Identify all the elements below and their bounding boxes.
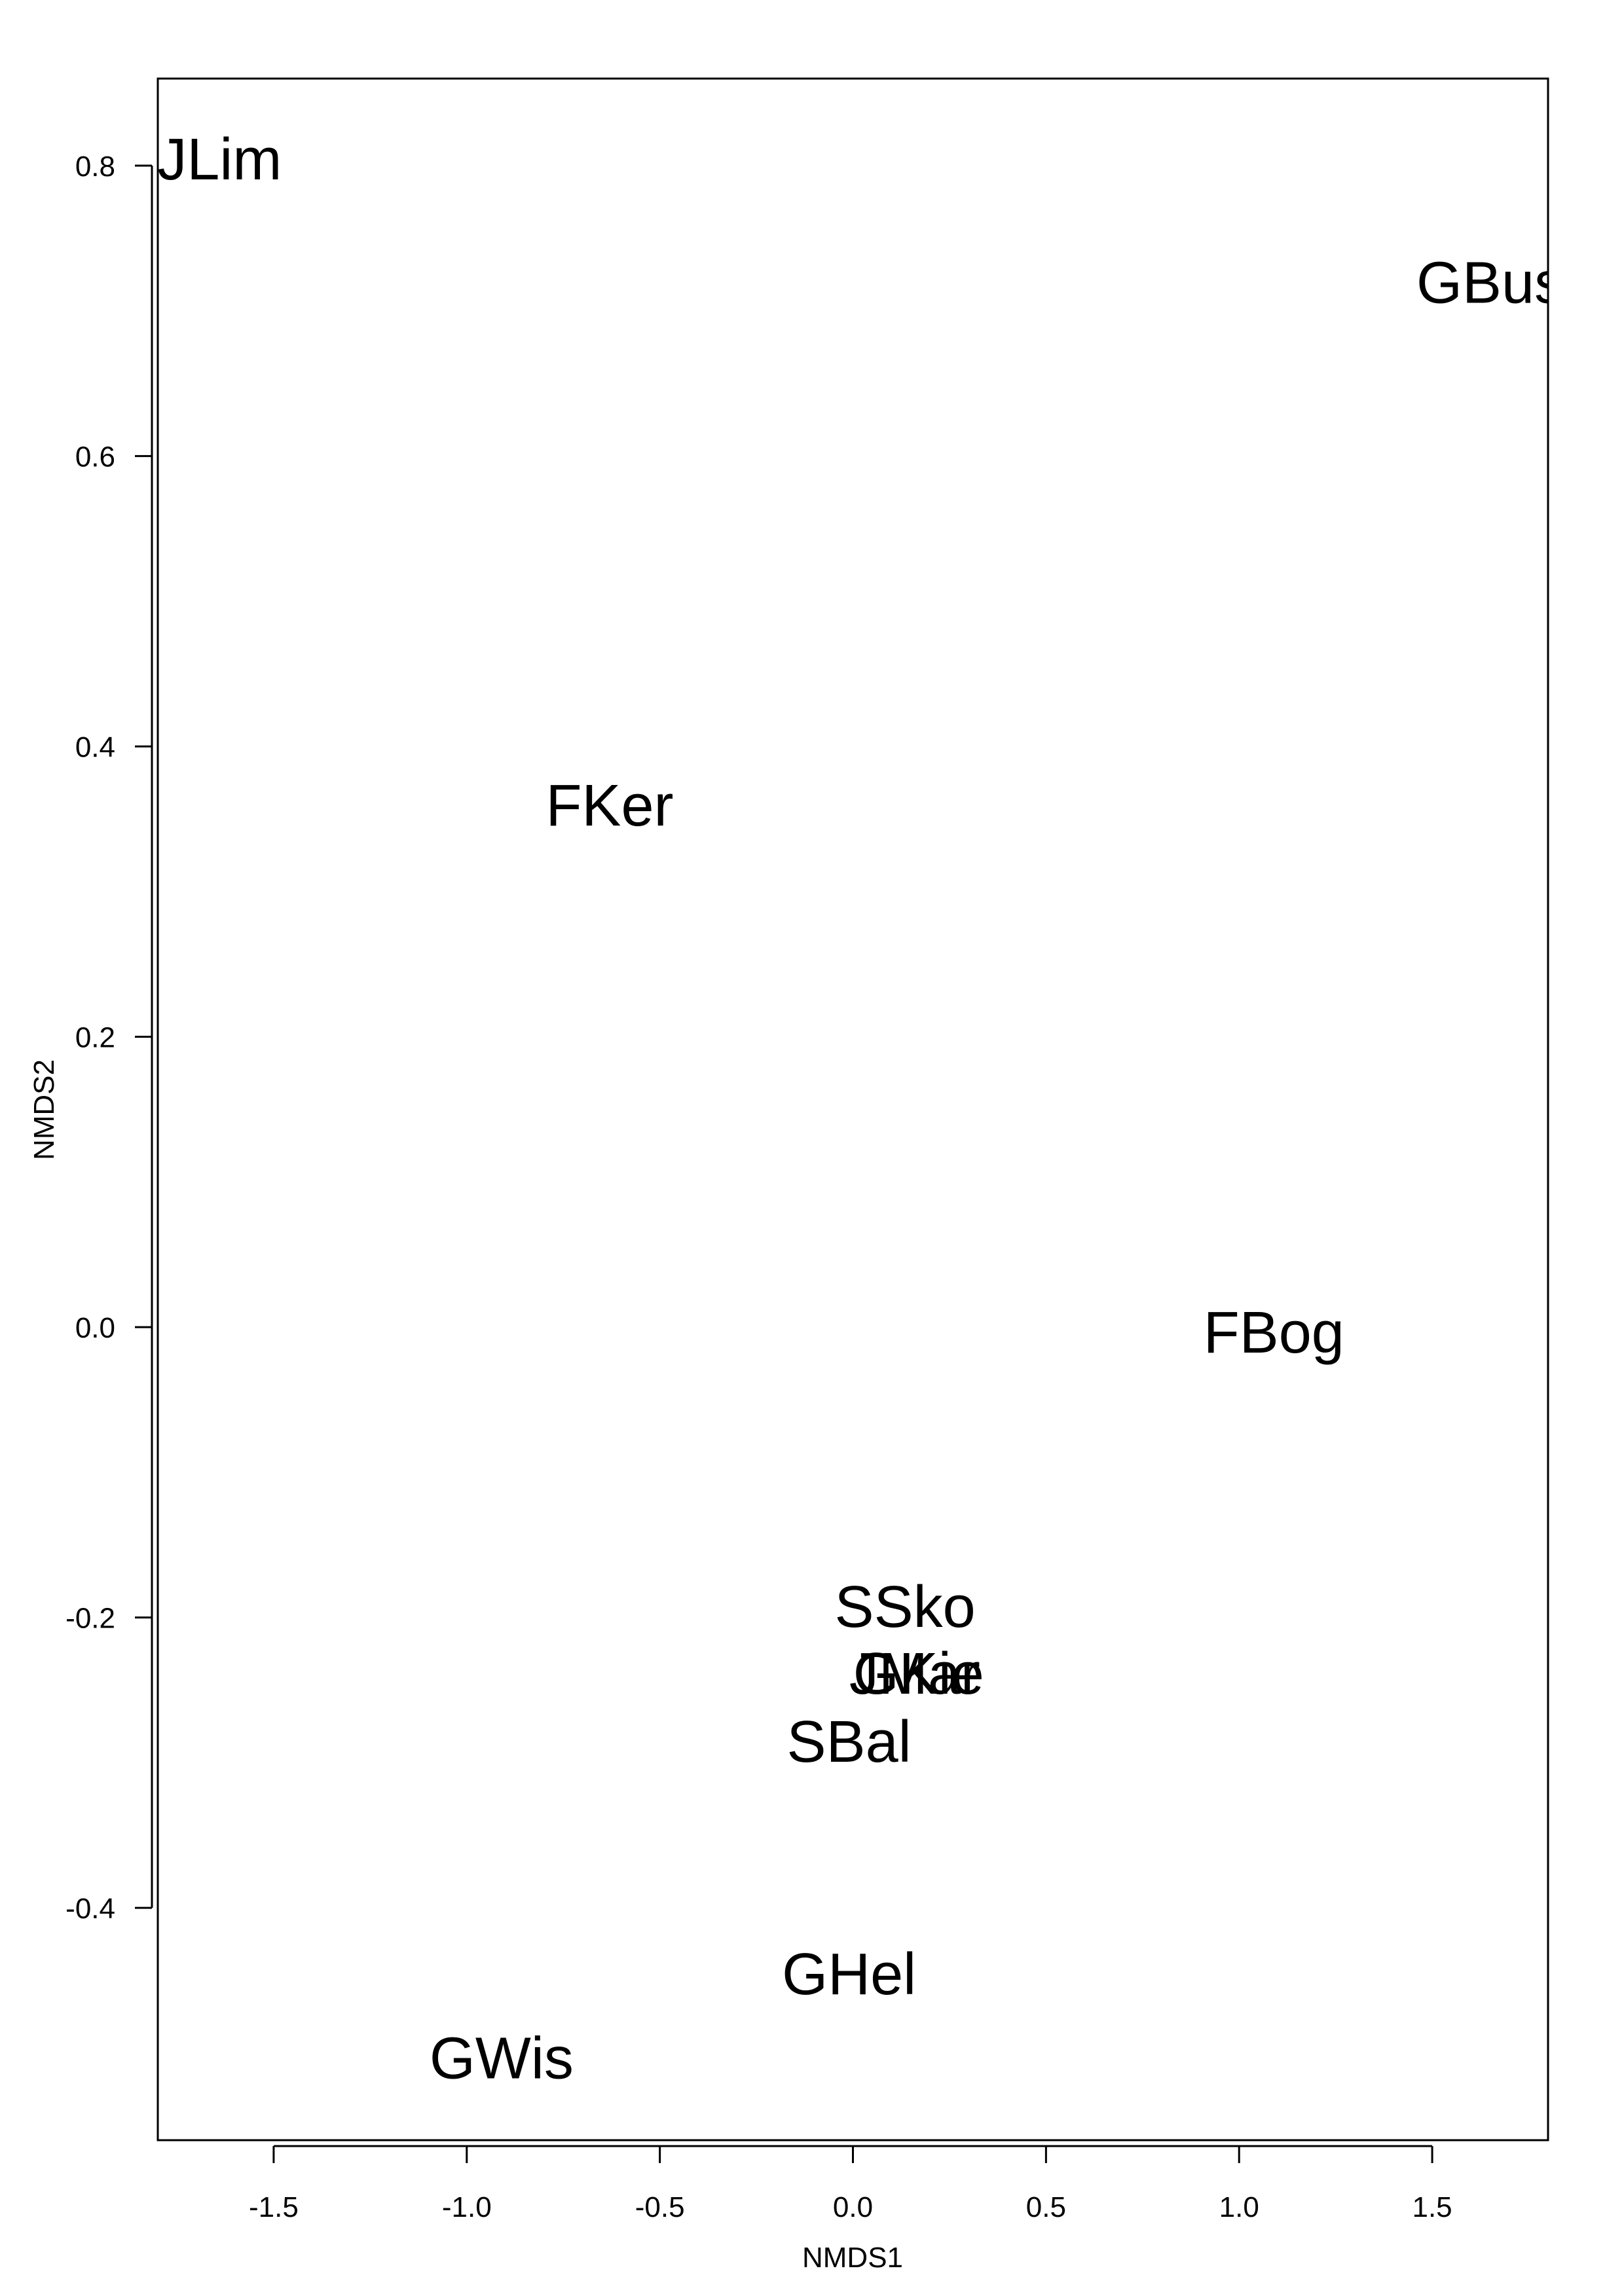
y-axis-title: NMDS2 — [28, 1059, 60, 1160]
y-tick-label: 0.6 — [75, 441, 115, 473]
point-label-ghel: GHel — [782, 1942, 916, 2007]
y-tick-label: 0.2 — [75, 1022, 115, 1054]
point-label-sbal: SBal — [787, 1709, 912, 1775]
x-tick-label: 1.0 — [1219, 2191, 1259, 2223]
y-tick-label: 0.8 — [75, 151, 115, 183]
x-axis: -1.5 -1.0 -0.5 0.0 0.5 1.0 1.5 — [249, 2145, 1452, 2223]
point-label-gkie: GKie — [853, 1641, 984, 1707]
y-tick-label: 0.4 — [75, 731, 115, 763]
x-tick-label: 0.5 — [1026, 2191, 1066, 2223]
point-label-gbus: GBus — [1416, 250, 1564, 316]
y-tick-label: -0.4 — [65, 1893, 115, 1925]
y-axis: -0.4 -0.2 0.0 0.2 0.4 0.6 0.8 — [65, 151, 153, 1925]
point-label-jlim: JLim — [157, 127, 282, 192]
point-label-jmar: JMar — [849, 1641, 980, 1707]
x-tick-label: 1.5 — [1412, 2191, 1452, 2223]
plot-frame — [157, 77, 1549, 2141]
point-label-fbog: FBog — [1204, 1300, 1344, 1366]
point-label-gwis: GWis — [430, 2026, 574, 2092]
y-tick-label: 0.0 — [75, 1312, 115, 1344]
point-label-ssko: SSko — [835, 1575, 976, 1640]
x-tick-label: -1.0 — [442, 2191, 492, 2223]
x-tick-label: -0.5 — [635, 2191, 685, 2223]
x-axis-title: NMDS1 — [802, 2242, 903, 2274]
y-tick-label: -0.2 — [65, 1603, 115, 1635]
x-tick-label: -1.5 — [249, 2191, 299, 2223]
point-label-fker: FKer — [545, 773, 673, 839]
x-tick-label: 0.0 — [833, 2191, 873, 2223]
